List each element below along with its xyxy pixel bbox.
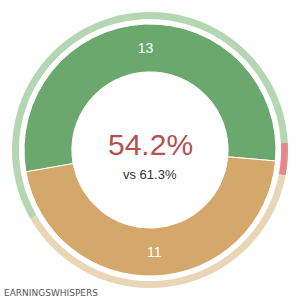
svg-text:13: 13 [138, 40, 154, 56]
svg-text:11: 11 [147, 244, 162, 260]
svg-text:54.2%: 54.2% [108, 128, 193, 161]
svg-text:EARNINGSWHISPERS: EARNINGSWHISPERS [4, 288, 98, 298]
svg-text:vs 61.3%: vs 61.3% [123, 167, 177, 182]
